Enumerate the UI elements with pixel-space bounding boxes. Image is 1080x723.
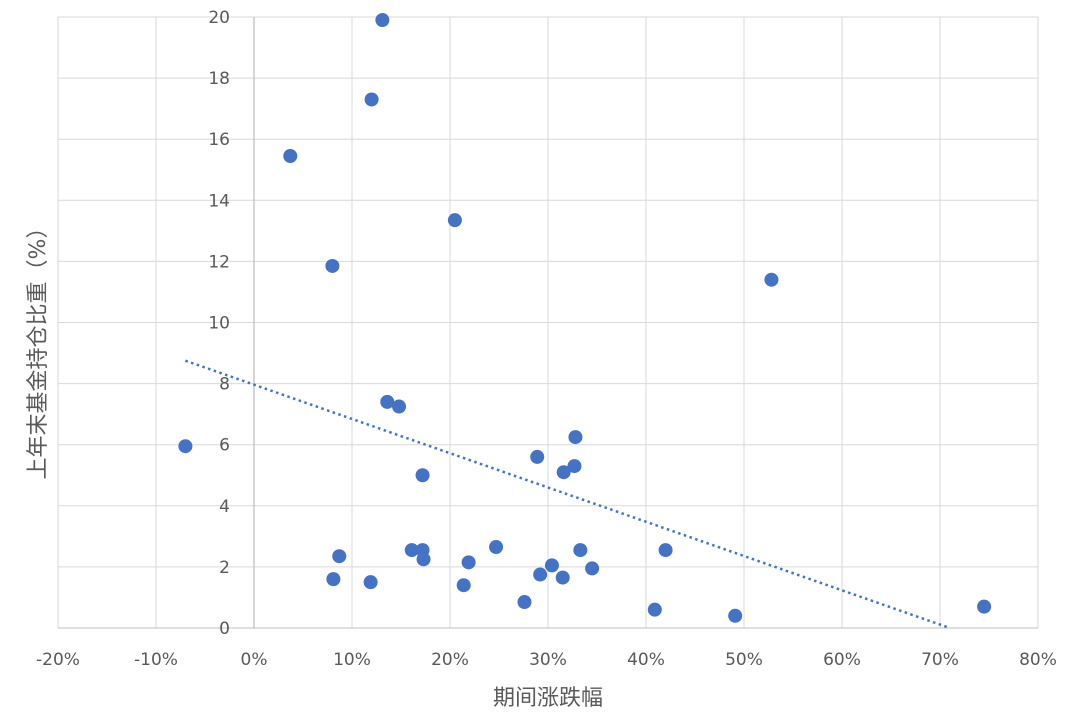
y-tick-label: 18 [208,69,230,89]
trendline [184,359,951,630]
data-point [363,575,378,590]
x-tick-label: -20% [36,650,80,670]
x-tick-label: 60% [823,650,861,670]
y-tick-label: 12 [208,252,230,272]
x-axis-title: 期间涨跌幅 [493,686,603,711]
data-points [178,13,992,623]
y-tick-label: 6 [219,436,230,456]
y-tick-label: 0 [219,619,230,639]
y-tick-label: 8 [219,375,230,395]
data-point [517,595,532,610]
data-point [325,258,340,273]
data-point [658,543,673,558]
data-point [456,578,471,593]
data-point [415,468,430,483]
data-point [326,572,341,587]
data-point [764,272,779,287]
gridlines [57,16,1039,629]
data-point [489,540,504,555]
y-tick-label: 4 [219,497,230,517]
x-tick-label: 40% [627,650,665,670]
x-tick-label: 80% [1019,650,1057,670]
data-point [461,555,476,570]
x-tick-labels: -20% -10% 0% 10% 20% 30% 40% 50% 60% 70% 80% [36,650,1057,670]
data-point [573,543,588,558]
data-point [556,465,571,480]
data-point [416,552,431,567]
y-tick-label: 14 [208,191,230,211]
data-point [568,430,583,445]
data-point [977,599,992,614]
y-tick-label: 2 [219,558,230,578]
x-tick-label: 10% [333,650,371,670]
data-point [647,602,662,617]
data-point [364,92,379,107]
x-tick-label: 50% [725,650,763,670]
data-point [283,149,298,164]
data-point [533,567,548,582]
data-point [530,449,545,464]
y-axis-title: 上年末基金持仓比重（%） [26,217,51,480]
data-point [392,399,407,414]
y-tick-labels: 0 2 4 6 8 10 12 14 16 18 20 [208,8,230,639]
data-point [555,570,570,585]
data-point [544,558,559,573]
data-point [447,213,462,228]
data-point [375,13,390,28]
data-point [332,549,347,564]
data-point [567,459,582,474]
x-tick-label: -10% [134,650,178,670]
data-point [178,439,193,454]
data-point [585,561,600,576]
x-tick-label: 70% [921,650,959,670]
data-point [380,394,395,409]
data-point [728,608,743,623]
data-point [404,543,419,558]
x-tick-label: 30% [529,650,567,670]
x-tick-label: 0% [241,650,268,670]
y-tick-label: 20 [208,8,230,28]
y-tick-label: 16 [208,130,230,150]
y-tick-label: 10 [208,314,230,334]
x-tick-label: 20% [431,650,469,670]
